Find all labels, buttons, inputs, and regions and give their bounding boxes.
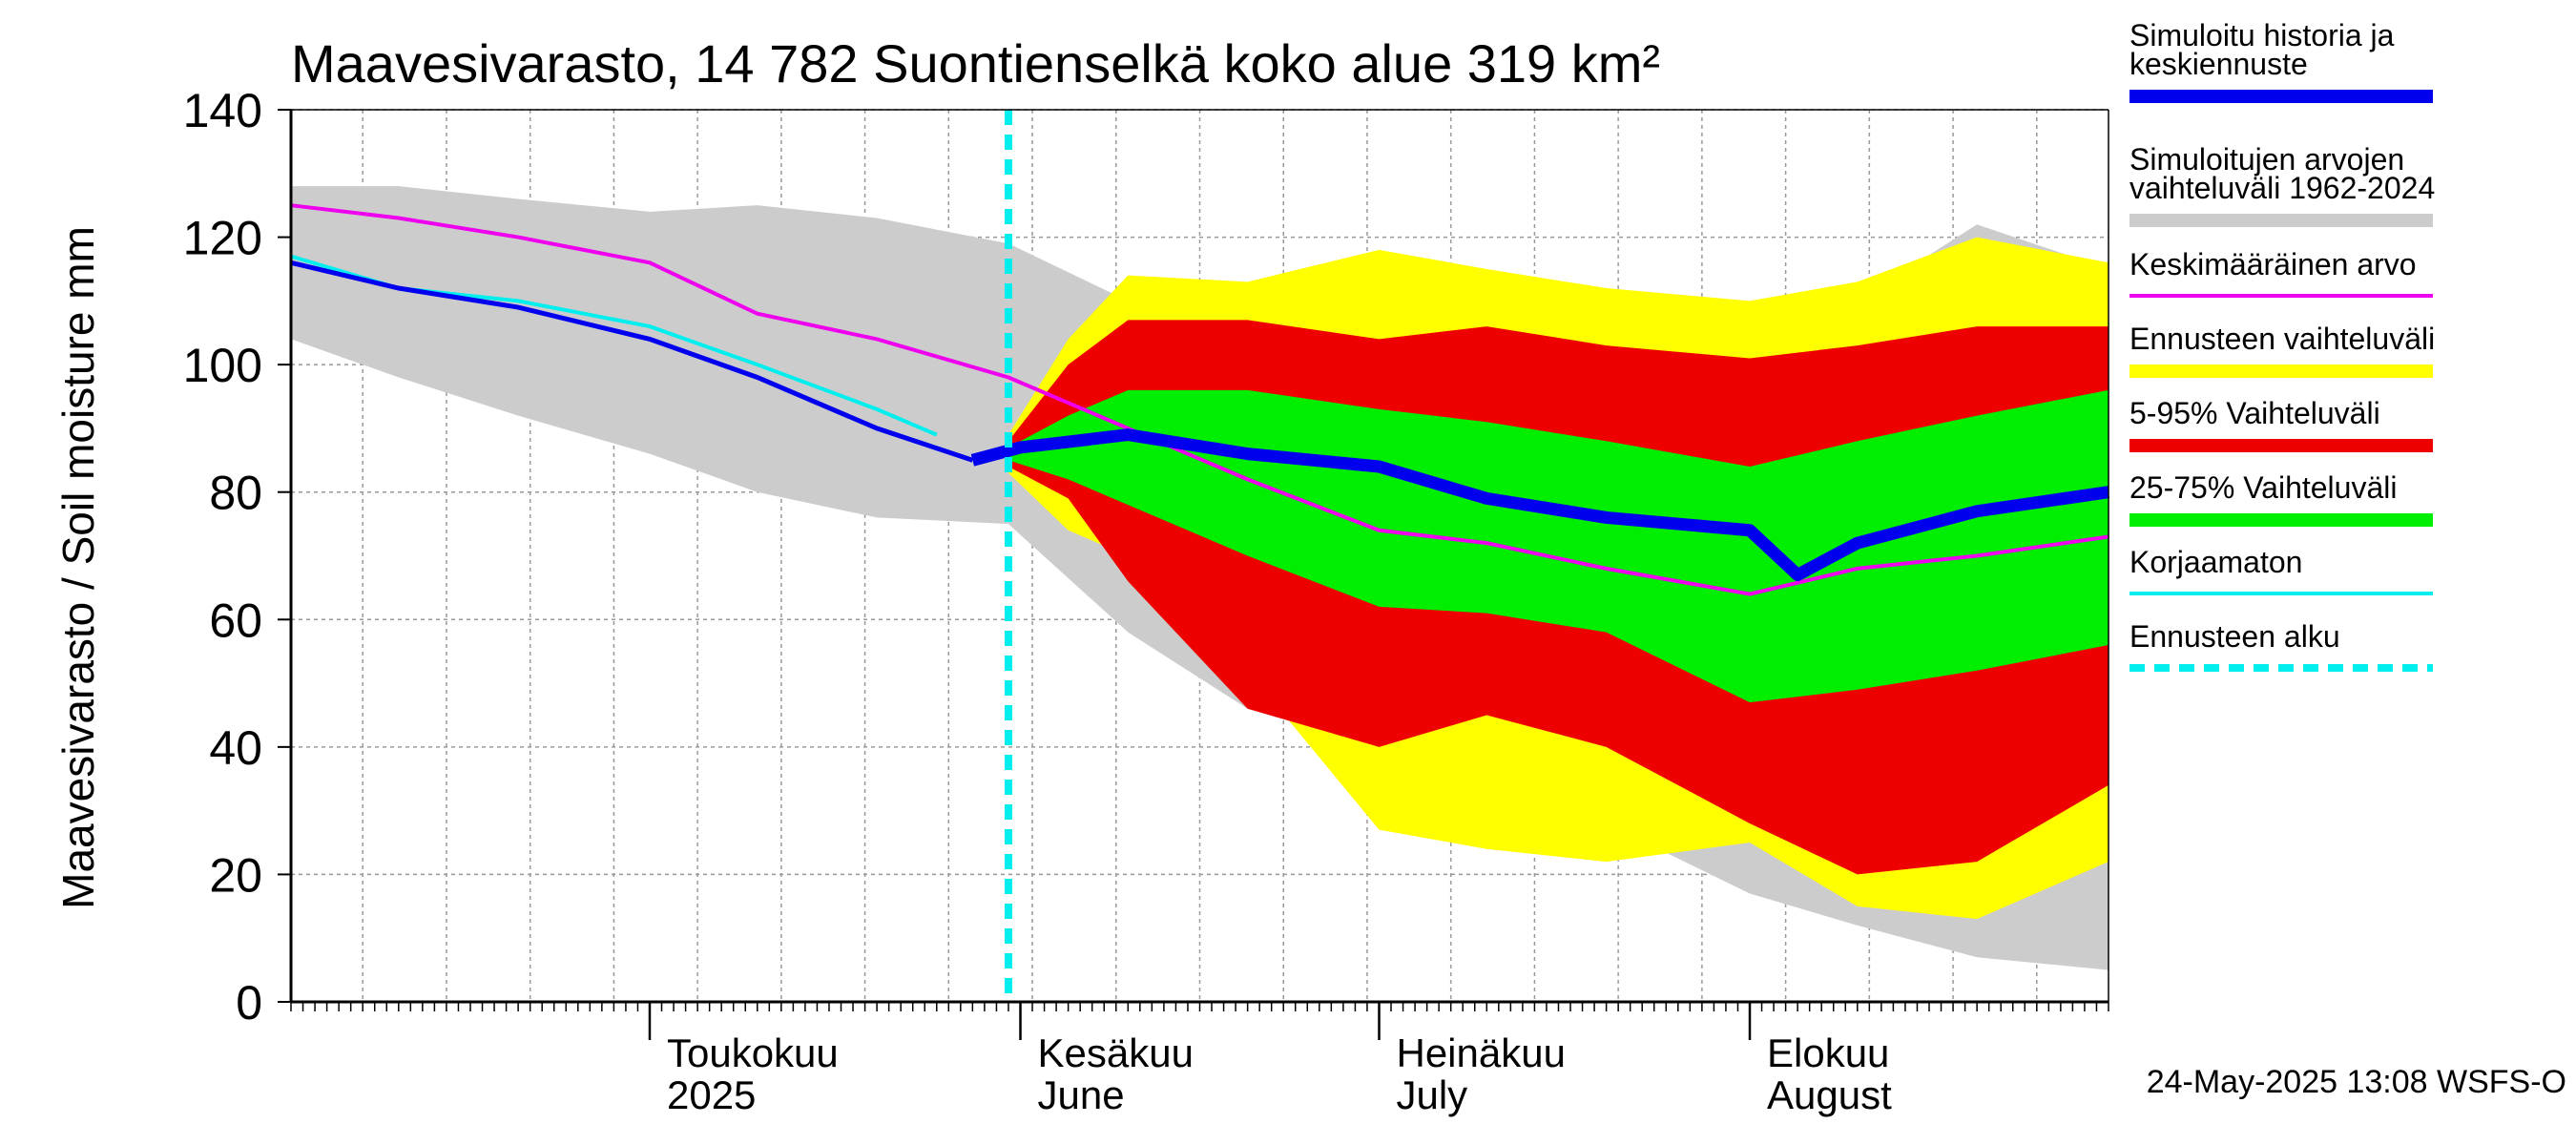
series-line-history (290, 260, 974, 463)
month-label-secondary: August (1767, 1072, 1892, 1117)
legend-label: Ennusteen alku (2129, 619, 2340, 654)
legend-swatch (2129, 90, 2433, 103)
legend-label: Ennusteen vaihteluväli (2129, 322, 2435, 356)
legend: Simuloitu historia jakeskiennusteSimuloi… (2129, 18, 2435, 672)
legend-swatch (2129, 364, 2433, 378)
month-label-secondary: 2025 (667, 1072, 756, 1117)
series-line-forecast-median (970, 428, 2109, 582)
legend-label: keskiennuste (2129, 47, 2308, 81)
month-label: Kesäkuu (1038, 1030, 1194, 1075)
legend-label: Simuloitu historia ja (2129, 18, 2395, 52)
chart-title: Maavesivarasto, 14 782 Suontienselkä kok… (291, 33, 1660, 94)
y-tick-label: 120 (183, 212, 262, 265)
band-25-75-vaihteluv-li (1008, 389, 2109, 703)
legend-item: 25-75% Vaihteluväli (2129, 470, 2433, 527)
legend-label: Keskimääräinen arvo (2129, 247, 2417, 281)
legend-item: 5-95% Vaihteluväli (2129, 396, 2433, 452)
legend-item: Ennusteen vaihteluväli (2129, 322, 2435, 378)
timestamp-footer: 24-May-2025 13:08 WSFS-O (2147, 1064, 2566, 1100)
legend-item: Korjaamaton (2129, 545, 2433, 595)
y-tick-label: 80 (209, 467, 262, 520)
legend-swatch (2129, 513, 2433, 527)
month-label: Heinäkuu (1396, 1030, 1565, 1075)
legend-label: 5-95% Vaihteluväli (2129, 396, 2380, 430)
legend-label: Korjaamaton (2129, 545, 2302, 579)
legend-swatch (2129, 439, 2433, 452)
y-axis-label: Maavesivarasto / Soil moisture mm (53, 226, 103, 909)
legend-item: Ennusteen alku (2129, 619, 2433, 672)
y-tick-label: 20 (209, 848, 262, 902)
series-line-keskim-r-inen-arvo (290, 203, 2109, 596)
legend-item: Keskimääräinen arvo (2129, 247, 2433, 298)
legend-label: vaihteluväli 1962-2024 (2129, 171, 2435, 205)
legend-swatch (2129, 214, 2433, 227)
y-tick-label: 100 (183, 339, 262, 392)
legend-label: Simuloitujen arvojen (2129, 142, 2404, 177)
y-tick-label: 140 (183, 84, 262, 137)
y-tick-label: 0 (236, 976, 262, 1030)
month-label: Toukokuu (667, 1030, 839, 1075)
y-tick-label: 60 (209, 593, 262, 647)
month-label-secondary: July (1396, 1072, 1467, 1117)
month-label: Elokuu (1767, 1030, 1889, 1075)
month-label-secondary: June (1038, 1072, 1125, 1117)
y-tick-label: 40 (209, 721, 262, 775)
legend-label: 25-75% Vaihteluväli (2129, 470, 2397, 505)
